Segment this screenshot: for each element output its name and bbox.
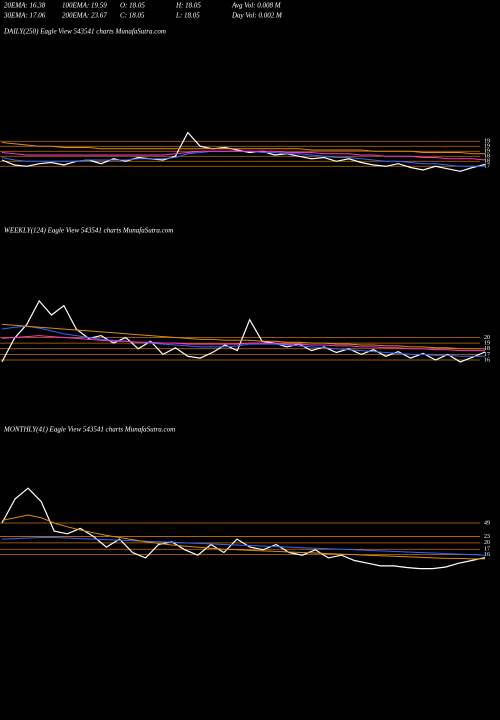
- panel-title: MONTHLY(41) Eagle View 543541 charts Mun…: [3, 426, 175, 434]
- level-label: 20: [484, 540, 490, 546]
- stat-text: O: 18.05: [120, 2, 145, 10]
- price-line: [1, 142, 485, 155]
- price-line: [1, 537, 486, 556]
- level-label: 19: [484, 341, 490, 347]
- level-label: 18: [484, 154, 490, 160]
- stat-text: 200EMA: 23.67: [62, 12, 107, 20]
- level-label: 19: [484, 144, 490, 150]
- level-label: 20: [484, 335, 490, 341]
- level-label: 19: [484, 149, 490, 155]
- panel-title: WEEKLY(124) Eagle View 543541 charts Mun…: [4, 227, 173, 235]
- level-label: 17: [484, 352, 490, 358]
- level-label: 49: [484, 520, 490, 526]
- level-label: 16: [484, 552, 490, 558]
- price-line: [1, 487, 486, 570]
- stat-text: 20EMA: 16.38: [4, 2, 46, 10]
- stat-text: L: 18.05: [175, 12, 200, 20]
- level-label: 19: [484, 139, 490, 145]
- level-label: 17: [484, 164, 490, 170]
- stat-text: 100EMA: 19.59: [62, 2, 107, 10]
- price-line: [1, 514, 485, 560]
- price-line: [1, 323, 485, 350]
- level-label: 23: [484, 534, 490, 540]
- price-line: [1, 335, 485, 352]
- stat-text: H: 18.05: [175, 2, 201, 10]
- price-line: [1, 325, 485, 357]
- stat-text: C: 18.05: [120, 12, 145, 20]
- panel-title: DAILY(250) Eagle View 543541 charts Muna…: [3, 28, 166, 36]
- level-label: 17: [484, 547, 490, 553]
- level-label: 16: [484, 357, 490, 363]
- level-label: 18: [484, 159, 490, 165]
- price-line: [1, 150, 486, 161]
- price-line: [1, 299, 486, 363]
- stat-text: Day Vol: 0.002 M: [231, 12, 283, 20]
- level-label: 18: [484, 346, 490, 352]
- stat-text: 30EMA: 17.06: [3, 12, 46, 20]
- stat-text: Avg Vol: 0.008 M: [231, 2, 282, 10]
